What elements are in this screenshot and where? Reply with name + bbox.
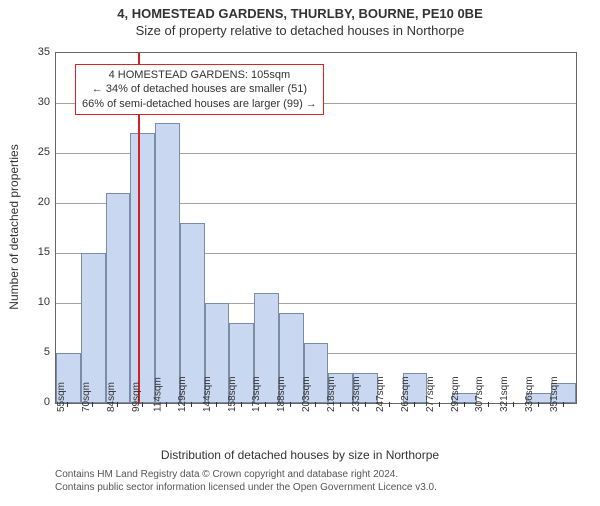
x-tick-label: 277sqm bbox=[425, 376, 436, 412]
x-tick-mark bbox=[92, 402, 93, 407]
footer-line-1: Contains HM Land Registry data © Crown c… bbox=[55, 468, 437, 481]
x-tick-mark bbox=[290, 402, 291, 407]
x-tick-mark bbox=[439, 402, 440, 407]
x-tick-label: 129sqm bbox=[177, 376, 188, 412]
x-tick-mark bbox=[340, 402, 341, 407]
x-tick-mark bbox=[563, 402, 564, 407]
x-tick-label: 351sqm bbox=[549, 376, 560, 412]
y-tick-label: 35 bbox=[0, 46, 50, 58]
histogram-bar bbox=[106, 193, 131, 403]
y-tick-label: 15 bbox=[0, 246, 50, 258]
x-tick-mark bbox=[117, 402, 118, 407]
x-tick-label: 158sqm bbox=[227, 376, 238, 412]
x-tick-label: 218sqm bbox=[326, 376, 337, 412]
x-tick-mark bbox=[166, 402, 167, 407]
x-tick-label: 292sqm bbox=[450, 376, 461, 412]
x-tick-label: 203sqm bbox=[301, 376, 312, 412]
footer-attribution: Contains HM Land Registry data © Crown c… bbox=[55, 468, 437, 494]
x-tick-label: 114sqm bbox=[153, 377, 164, 412]
histogram-bar bbox=[155, 123, 180, 403]
y-tick-label: 20 bbox=[0, 196, 50, 208]
x-tick-label: 84sqm bbox=[106, 382, 117, 412]
x-tick-label: 70sqm bbox=[81, 382, 92, 412]
annotation-line: 4 HOMESTEAD GARDENS: 105sqm bbox=[82, 68, 317, 82]
x-tick-mark bbox=[488, 402, 489, 407]
x-tick-mark bbox=[389, 402, 390, 407]
x-axis-label: Distribution of detached houses by size … bbox=[0, 448, 600, 462]
x-tick-label: 173sqm bbox=[252, 376, 263, 412]
x-tick-label: 321sqm bbox=[499, 376, 510, 412]
y-tick-label: 25 bbox=[0, 146, 50, 158]
footer-line-2: Contains public sector information licen… bbox=[55, 481, 437, 494]
y-tick-label: 30 bbox=[0, 96, 50, 108]
x-tick-mark bbox=[365, 402, 366, 407]
annotation-line: 66% of semi-detached houses are larger (… bbox=[82, 97, 317, 111]
annotation-line: ← 34% of detached houses are smaller (51… bbox=[82, 82, 317, 96]
x-tick-label: 188sqm bbox=[276, 376, 287, 412]
x-tick-mark bbox=[216, 402, 217, 407]
x-tick-mark bbox=[538, 402, 539, 407]
x-tick-mark bbox=[265, 402, 266, 407]
x-tick-label: 336sqm bbox=[524, 376, 535, 412]
x-tick-mark bbox=[464, 402, 465, 407]
x-tick-label: 262sqm bbox=[400, 376, 411, 412]
annotation-box: 4 HOMESTEAD GARDENS: 105sqm← 34% of deta… bbox=[75, 64, 324, 115]
histogram-bar bbox=[81, 253, 106, 403]
chart-area: Number of detached properties Distributi… bbox=[0, 42, 600, 462]
x-tick-label: 307sqm bbox=[475, 376, 486, 412]
y-tick-label: 5 bbox=[0, 346, 50, 358]
x-tick-mark bbox=[191, 402, 192, 407]
x-tick-label: 55sqm bbox=[56, 382, 67, 412]
y-axis-label: Number of detached properties bbox=[7, 144, 21, 309]
y-tick-label: 0 bbox=[0, 396, 50, 408]
x-tick-label: 233sqm bbox=[351, 376, 362, 412]
x-tick-label: 144sqm bbox=[202, 376, 213, 412]
subtitle: Size of property relative to detached ho… bbox=[0, 23, 600, 38]
x-tick-mark bbox=[315, 402, 316, 407]
x-tick-label: 247sqm bbox=[375, 376, 386, 412]
x-tick-mark bbox=[241, 402, 242, 407]
x-tick-mark bbox=[414, 402, 415, 407]
address-title: 4, HOMESTEAD GARDENS, THURLBY, BOURNE, P… bbox=[0, 6, 600, 21]
y-tick-label: 10 bbox=[0, 296, 50, 308]
histogram-bar bbox=[130, 133, 155, 403]
x-tick-mark bbox=[513, 402, 514, 407]
x-tick-mark bbox=[67, 402, 68, 407]
x-tick-label: 99sqm bbox=[131, 382, 142, 412]
